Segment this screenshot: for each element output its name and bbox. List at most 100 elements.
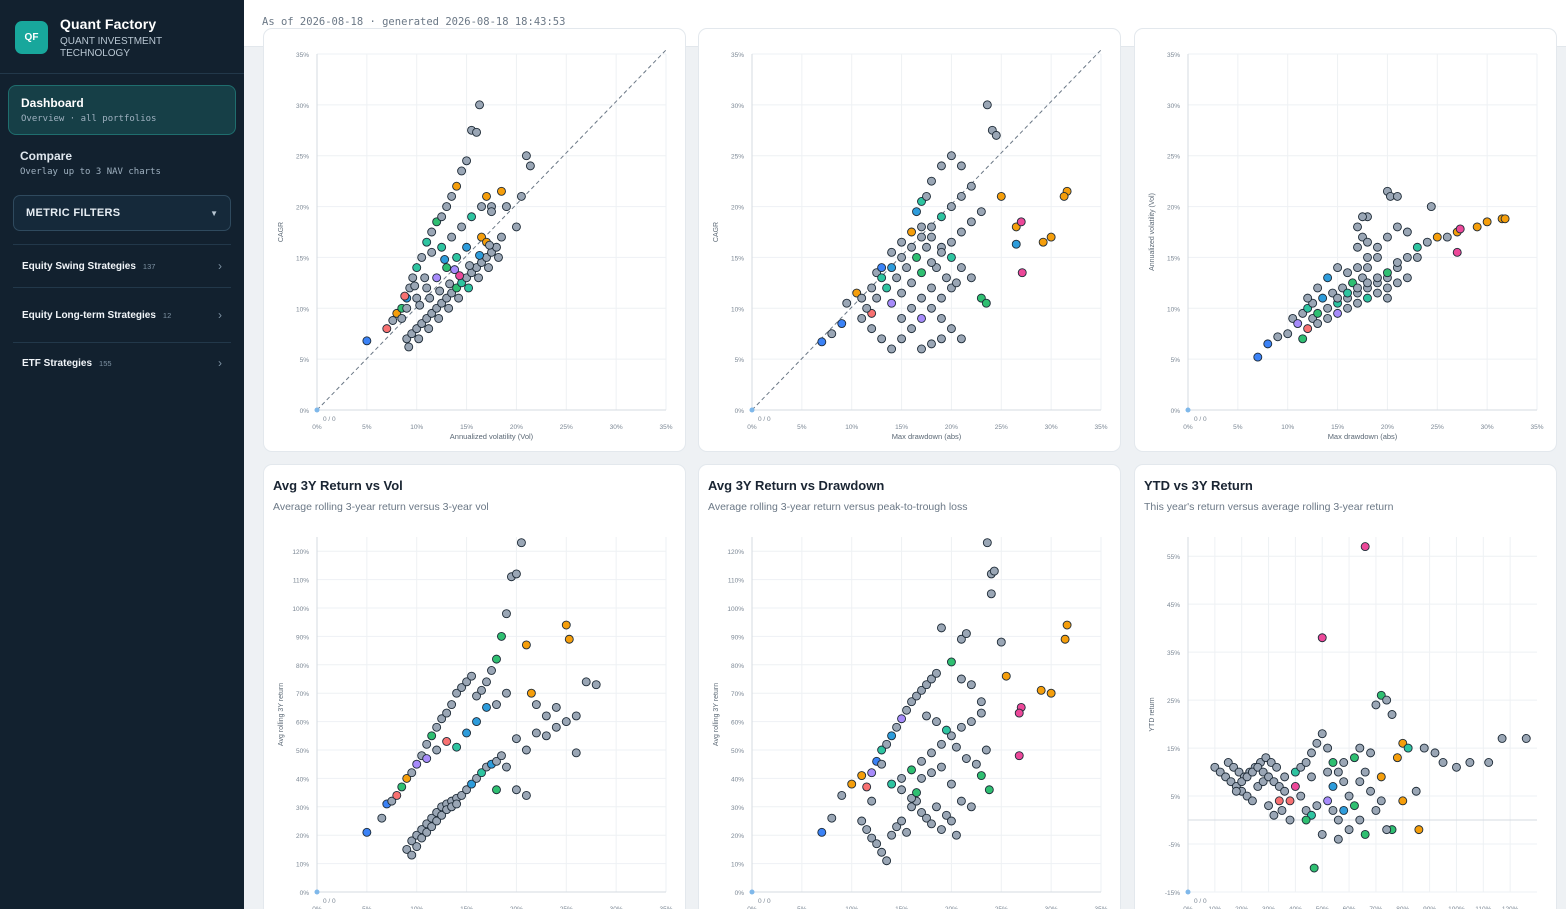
data-point[interactable]	[362, 827, 372, 837]
data-point[interactable]	[946, 151, 956, 161]
data-point[interactable]	[412, 263, 422, 273]
data-point[interactable]	[1323, 767, 1333, 777]
data-point[interactable]	[457, 166, 467, 176]
data-point[interactable]	[984, 785, 994, 795]
data-point[interactable]	[502, 762, 511, 772]
data-point[interactable]	[1269, 810, 1279, 820]
data-point[interactable]	[425, 293, 435, 303]
data-point[interactable]	[946, 237, 956, 247]
data-point[interactable]	[966, 181, 976, 191]
data-point[interactable]	[1353, 283, 1362, 293]
data-point[interactable]	[966, 802, 976, 812]
data-point[interactable]	[472, 717, 481, 727]
data-point[interactable]	[937, 161, 946, 171]
data-point[interactable]	[897, 288, 907, 298]
data-point[interactable]	[1280, 786, 1290, 796]
data-point[interactable]	[932, 668, 941, 678]
data-point[interactable]	[922, 242, 931, 252]
data-point[interactable]	[1317, 729, 1327, 739]
data-point[interactable]	[877, 745, 887, 755]
data-point[interactable]	[1382, 695, 1392, 705]
data-point[interactable]	[902, 263, 912, 273]
data-point[interactable]	[422, 237, 432, 247]
data-point[interactable]	[1277, 805, 1287, 815]
data-point[interactable]	[1303, 324, 1313, 334]
data-point[interactable]	[525, 161, 535, 171]
data-point[interactable]	[457, 222, 467, 232]
data-point[interactable]	[422, 754, 432, 763]
data-point[interactable]	[482, 702, 491, 712]
data-point[interactable]	[408, 273, 418, 283]
data-point[interactable]	[961, 754, 971, 763]
data-point[interactable]	[464, 283, 474, 293]
data-point[interactable]	[981, 298, 991, 308]
data-point[interactable]	[837, 790, 847, 800]
data-point[interactable]	[1414, 825, 1424, 835]
data-point[interactable]	[402, 844, 412, 854]
data-point[interactable]	[497, 186, 506, 196]
data-point[interactable]	[902, 827, 912, 837]
data-point[interactable]	[472, 773, 481, 783]
data-point[interactable]	[937, 825, 946, 834]
data-point[interactable]	[452, 742, 462, 752]
data-point[interactable]	[1360, 829, 1370, 839]
data-point[interactable]	[591, 680, 601, 690]
data-point[interactable]	[1500, 214, 1510, 224]
data-point[interactable]	[1438, 758, 1448, 767]
data-point[interactable]	[907, 793, 916, 803]
data-point[interactable]	[927, 258, 936, 267]
data-point[interactable]	[561, 717, 571, 727]
data-point[interactable]	[1373, 273, 1382, 283]
data-point[interactable]	[1343, 268, 1352, 278]
data-point[interactable]	[497, 751, 506, 761]
data-point[interactable]	[956, 674, 966, 684]
data-point[interactable]	[877, 263, 887, 273]
data-point[interactable]	[837, 319, 847, 328]
data-point[interactable]	[1392, 222, 1402, 232]
data-point[interactable]	[1363, 278, 1372, 288]
data-point[interactable]	[1014, 751, 1024, 761]
data-point[interactable]	[551, 722, 561, 732]
data-point[interactable]	[462, 728, 472, 738]
data-point[interactable]	[956, 796, 966, 806]
data-point[interactable]	[440, 255, 450, 264]
data-point[interactable]	[1353, 222, 1362, 232]
data-point[interactable]	[887, 779, 897, 789]
data-point[interactable]	[420, 273, 430, 283]
data-point[interactable]	[927, 768, 936, 778]
data-point[interactable]	[521, 640, 531, 650]
data-point[interactable]	[956, 263, 966, 273]
data-point[interactable]	[1011, 239, 1021, 249]
data-point[interactable]	[1363, 293, 1372, 303]
data-point[interactable]	[1484, 758, 1494, 767]
data-point[interactable]	[407, 768, 417, 778]
data-point[interactable]	[1323, 796, 1333, 806]
data-point[interactable]	[946, 252, 956, 262]
data-point[interactable]	[477, 768, 486, 778]
data-point[interactable]	[452, 181, 462, 191]
data-point[interactable]	[996, 191, 1006, 201]
data-point[interactable]	[867, 833, 877, 843]
data-point[interactable]	[1280, 772, 1290, 782]
data-point[interactable]	[1442, 232, 1452, 242]
data-point[interactable]	[1323, 273, 1333, 283]
data-point[interactable]	[887, 830, 897, 840]
data-point[interactable]	[1333, 834, 1343, 844]
data-point[interactable]	[1328, 805, 1338, 815]
data-point[interactable]	[922, 711, 931, 721]
data-point[interactable]	[827, 813, 837, 823]
data-point[interactable]	[437, 714, 447, 724]
data-point[interactable]	[427, 822, 437, 832]
data-point[interactable]	[927, 222, 936, 232]
data-point[interactable]	[966, 680, 976, 690]
data-point[interactable]	[442, 263, 452, 273]
data-point[interactable]	[484, 263, 493, 273]
data-point[interactable]	[817, 337, 827, 347]
data-point[interactable]	[487, 666, 496, 675]
data-point[interactable]	[502, 202, 511, 212]
data-point[interactable]	[882, 856, 892, 866]
data-point[interactable]	[1355, 743, 1365, 753]
data-point[interactable]	[892, 722, 902, 732]
nav-compare[interactable]: Compare Overlay up to 3 NAV charts	[8, 139, 236, 187]
data-point[interactable]	[1313, 308, 1323, 318]
